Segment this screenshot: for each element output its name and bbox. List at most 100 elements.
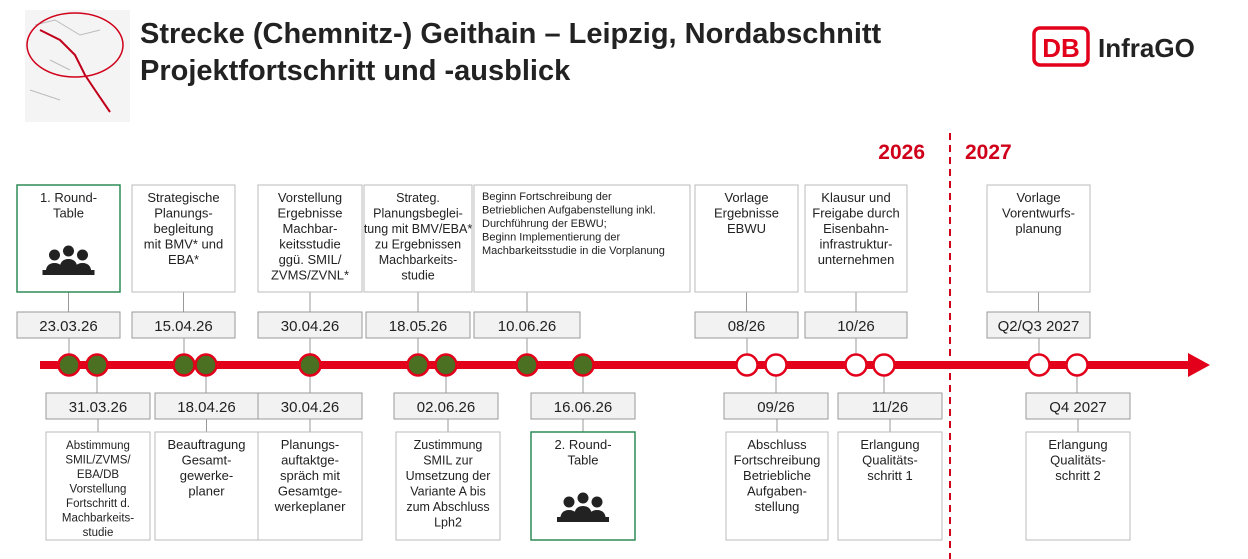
logo-frame bbox=[1032, 26, 1090, 67]
map-thumbnail bbox=[25, 10, 130, 122]
icon-table bbox=[557, 517, 609, 522]
event-text: Planungs- bbox=[154, 206, 213, 221]
event-date: 18.04.26 bbox=[177, 399, 235, 416]
icon-body bbox=[59, 259, 78, 270]
milestone-dot bbox=[872, 353, 896, 377]
event-date: 16.06.26 bbox=[554, 399, 612, 416]
event-text: Eisenbahn- bbox=[823, 221, 889, 236]
icon-body bbox=[574, 506, 592, 517]
date-box bbox=[16, 311, 121, 339]
milestone-dot bbox=[1065, 353, 1089, 377]
event-text: Qualitäts- bbox=[1050, 453, 1106, 468]
event-text: unternehmen bbox=[818, 252, 895, 267]
event-text: studie bbox=[83, 527, 114, 539]
event-text: Klausur und bbox=[821, 190, 890, 205]
milestone-dot bbox=[406, 353, 430, 377]
event-text: Lph2 bbox=[434, 516, 462, 530]
event-box bbox=[986, 184, 1091, 293]
event-text: 1. Round- bbox=[40, 190, 97, 205]
date-box bbox=[473, 311, 581, 339]
year-label: 2026 bbox=[878, 141, 925, 164]
milestone-dot bbox=[515, 353, 539, 377]
map-bg bbox=[25, 10, 130, 122]
event-text: werkeplaner bbox=[274, 499, 346, 514]
group-icon bbox=[557, 492, 609, 522]
event-text: infrastruktur- bbox=[820, 237, 893, 252]
date-box bbox=[694, 311, 799, 339]
icon-head bbox=[591, 496, 603, 508]
event-box bbox=[257, 431, 363, 541]
event-date: Q4 2027 bbox=[1049, 399, 1107, 416]
date-box bbox=[45, 392, 151, 420]
event-text: Vorentwurfs- bbox=[1002, 206, 1075, 221]
date-box bbox=[393, 392, 499, 420]
milestone-dot bbox=[735, 353, 759, 377]
icon-head bbox=[77, 249, 88, 261]
milestone-dot bbox=[194, 353, 218, 377]
date-box bbox=[1025, 392, 1131, 420]
event-text: Beginn Fortschreibung der bbox=[482, 191, 612, 203]
icon-head bbox=[63, 245, 74, 257]
event-text: Fortschritt d. bbox=[66, 498, 130, 510]
event-box bbox=[694, 184, 799, 293]
title-line: Strecke (Chemnitz-) Geithain – Leipzig, … bbox=[140, 18, 882, 50]
event-text: Beauftragung bbox=[167, 437, 245, 452]
event-date: 30.04.26 bbox=[281, 399, 339, 416]
event-text: Erlangung bbox=[1048, 437, 1107, 452]
event-date: Q2/Q3 2027 bbox=[998, 318, 1080, 335]
event-box bbox=[131, 184, 236, 293]
milestone-dot bbox=[172, 353, 196, 377]
event-date: 10.06.26 bbox=[498, 318, 556, 335]
event-text: ZVMS/ZVNL* bbox=[271, 268, 349, 283]
icon-head bbox=[563, 496, 575, 508]
milestone-dot bbox=[1027, 353, 1051, 377]
event-text: Table bbox=[567, 453, 598, 468]
event-text: EBWU bbox=[727, 221, 766, 236]
date-box bbox=[131, 311, 236, 339]
milestone-dot bbox=[764, 353, 788, 377]
event-text: zu Ergebnissen bbox=[375, 238, 461, 252]
event-text: Erlangung bbox=[860, 437, 919, 452]
event-text: Umsetzung der bbox=[406, 469, 491, 483]
date-box bbox=[365, 311, 471, 339]
event-text: tung mit BMV/EBA* bbox=[364, 222, 473, 236]
event-date: 09/26 bbox=[757, 399, 795, 416]
year-label: 2027 bbox=[965, 141, 1012, 164]
event-text: Qualitäts- bbox=[862, 453, 918, 468]
event-text: keitsstudie bbox=[279, 237, 340, 252]
event-text: Planungs- bbox=[281, 437, 340, 452]
event-text: EBA/DB bbox=[77, 469, 120, 481]
date-box bbox=[723, 392, 829, 420]
event-text: Aufgaben- bbox=[747, 484, 807, 499]
group-icon bbox=[42, 245, 95, 275]
event-text: EBA* bbox=[168, 252, 199, 267]
event-box bbox=[363, 184, 473, 293]
event-date: 15.04.26 bbox=[154, 318, 212, 335]
milestone-dot bbox=[844, 353, 868, 377]
logo-mark: DB bbox=[1042, 33, 1080, 63]
event-text: Planungsbeglei- bbox=[373, 207, 463, 221]
event-text: begleitung bbox=[154, 221, 214, 236]
milestone-dot bbox=[298, 353, 322, 377]
event-text: planer bbox=[188, 484, 225, 499]
date-box bbox=[257, 311, 363, 339]
event-text: Betriebliche bbox=[743, 468, 811, 483]
event-text: Table bbox=[53, 206, 84, 221]
event-text: Zustimmung bbox=[414, 438, 483, 452]
event-text: Vorstellung bbox=[70, 484, 127, 496]
event-box bbox=[154, 431, 259, 541]
logo-text: InfraGO bbox=[1098, 33, 1195, 63]
milestone-dot bbox=[434, 353, 458, 377]
event-text: SMIL zur bbox=[423, 454, 473, 468]
date-box bbox=[154, 392, 259, 420]
event-text: stellung bbox=[755, 499, 800, 514]
event-text: Beginn Implementierung der bbox=[482, 232, 621, 244]
event-text: Gesamt- bbox=[182, 453, 232, 468]
event-box bbox=[837, 431, 943, 541]
map-route bbox=[39, 29, 111, 113]
event-date: 10/26 bbox=[837, 318, 875, 335]
event-box bbox=[45, 431, 151, 541]
timeline-arrow bbox=[1188, 353, 1210, 377]
event-text: Vorlage bbox=[724, 190, 768, 205]
